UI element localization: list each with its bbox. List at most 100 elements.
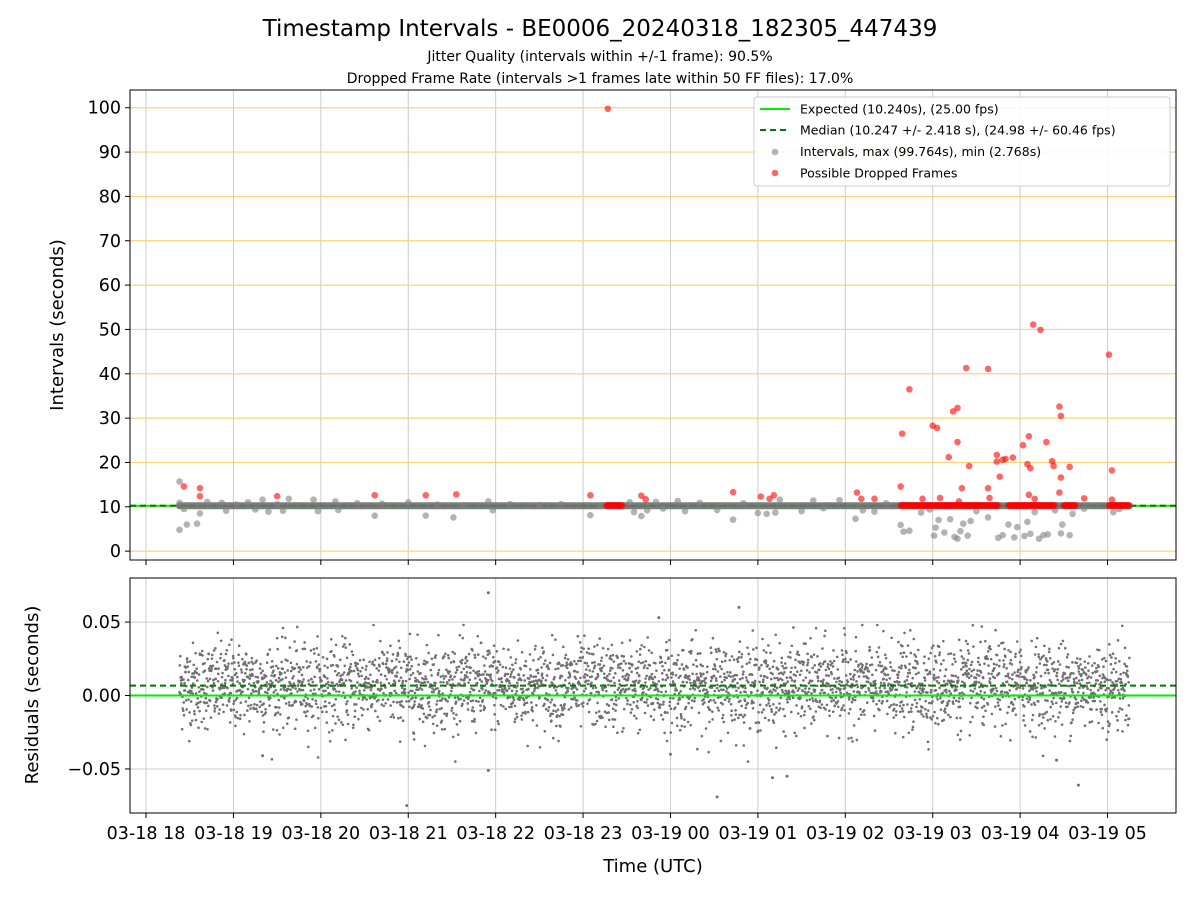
residual-point	[1032, 673, 1035, 677]
residual-point	[187, 698, 190, 701]
residual-point	[796, 650, 799, 654]
residual-point	[352, 723, 355, 727]
residual-point	[1064, 692, 1067, 695]
residual-point	[986, 657, 989, 661]
dropped-frame-point	[993, 458, 1001, 465]
residual-point	[381, 651, 384, 655]
residual-point	[1056, 667, 1060, 671]
residual-point	[228, 721, 232, 724]
residual-point	[362, 708, 365, 711]
residual-point	[1014, 713, 1018, 717]
residual-point	[270, 757, 274, 761]
residual-point	[221, 671, 224, 675]
interval-point	[203, 498, 211, 506]
residual-point	[232, 656, 235, 660]
residual-point	[367, 686, 371, 689]
interval-point	[176, 499, 183, 507]
residual-point	[1019, 667, 1023, 671]
residual-point	[874, 668, 878, 672]
residual-point	[1023, 724, 1027, 727]
residual-point	[968, 667, 971, 671]
residual-point	[388, 670, 391, 674]
residual-point	[284, 676, 288, 679]
dropped-frame-point	[996, 473, 1004, 480]
residual-point	[1043, 671, 1047, 675]
residual-point	[988, 681, 992, 685]
residual-point	[270, 674, 273, 677]
residual-point	[611, 653, 615, 657]
residual-point	[670, 676, 673, 679]
residual-point	[380, 687, 383, 691]
intervals-y-tick-label: 40	[99, 365, 121, 385]
residual-point	[616, 666, 620, 669]
residual-point	[188, 711, 191, 714]
residual-point	[435, 708, 439, 712]
interval-point	[353, 499, 361, 507]
residual-point	[862, 675, 866, 678]
residual-point	[551, 653, 555, 657]
dropped-frame-point	[1009, 454, 1017, 461]
residual-point	[999, 734, 1003, 738]
residual-point	[373, 658, 377, 662]
residual-point	[727, 691, 730, 695]
residual-point	[393, 681, 397, 684]
residual-point	[482, 655, 485, 658]
residual-point	[887, 682, 890, 686]
residual-point	[956, 676, 960, 679]
residual-point	[951, 700, 955, 703]
residual-point	[1106, 730, 1110, 734]
residual-point	[508, 696, 512, 699]
residual-point	[919, 692, 922, 695]
residual-point	[543, 729, 547, 733]
residual-point	[762, 649, 766, 652]
residual-point	[982, 704, 986, 708]
residual-point	[513, 720, 517, 724]
residual-point	[478, 689, 481, 693]
dropped-frame-point	[958, 484, 966, 492]
residual-point	[236, 675, 239, 679]
residual-point	[708, 720, 711, 724]
interval-point	[772, 509, 779, 516]
residual-point	[551, 712, 555, 716]
residual-point	[1116, 688, 1120, 692]
residual-point	[210, 657, 214, 660]
residual-point	[966, 658, 970, 662]
residual-point	[198, 709, 201, 713]
interval-point	[960, 520, 967, 527]
residual-point	[257, 680, 260, 683]
residual-point	[906, 675, 909, 678]
dropped-frame-point	[371, 491, 379, 499]
residual-point	[225, 649, 229, 652]
residual-point	[446, 700, 449, 703]
residual-point	[1108, 692, 1112, 696]
residual-point	[636, 666, 640, 669]
residual-point	[977, 674, 981, 677]
residual-point	[587, 647, 590, 650]
interval-point	[681, 507, 689, 515]
residual-point	[475, 681, 479, 685]
residual-point	[847, 712, 851, 715]
residual-point	[478, 696, 482, 700]
residual-point	[434, 681, 437, 685]
residual-outlier-point	[715, 795, 719, 799]
residual-point	[698, 652, 702, 655]
residual-point	[836, 700, 840, 703]
residual-point	[612, 660, 616, 663]
residual-point	[937, 681, 941, 685]
residual-point	[841, 660, 845, 664]
residual-point	[395, 658, 398, 661]
residual-point	[407, 699, 411, 703]
residual-point	[841, 653, 844, 657]
residual-point	[1006, 674, 1010, 678]
residual-point	[236, 680, 239, 683]
residual-point	[1053, 735, 1057, 738]
residual-point	[351, 653, 355, 657]
residual-point	[420, 704, 424, 707]
residual-point	[384, 701, 387, 705]
residual-point	[815, 700, 818, 704]
residual-point	[1068, 675, 1072, 679]
residual-point	[556, 714, 559, 717]
residual-point	[334, 697, 338, 701]
residual-point	[783, 662, 787, 665]
